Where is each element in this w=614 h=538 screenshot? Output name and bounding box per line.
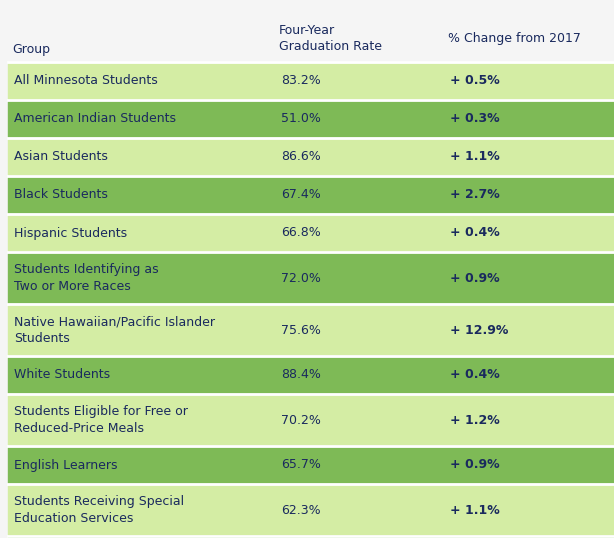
Text: 66.8%: 66.8%: [281, 226, 321, 239]
Text: American Indian Students: American Indian Students: [14, 112, 176, 125]
Text: + 12.9%: + 12.9%: [450, 323, 508, 336]
Text: Students Eligible for Free or
Reduced-Price Meals: Students Eligible for Free or Reduced-Pr…: [14, 406, 188, 435]
Bar: [8, 252, 614, 304]
Text: Students Receiving Special
Education Services: Students Receiving Special Education Ser…: [14, 495, 184, 525]
Bar: [8, 176, 614, 214]
Text: 88.4%: 88.4%: [281, 369, 321, 381]
Text: 72.0%: 72.0%: [281, 272, 321, 285]
Bar: [8, 394, 614, 446]
Text: + 0.3%: + 0.3%: [450, 112, 500, 125]
Text: White Students: White Students: [14, 369, 110, 381]
Text: Four-Year
Graduation Rate: Four-Year Graduation Rate: [279, 24, 382, 53]
Text: + 0.9%: + 0.9%: [450, 272, 500, 285]
Text: + 1.1%: + 1.1%: [450, 151, 500, 164]
Bar: [8, 62, 614, 100]
Text: + 1.2%: + 1.2%: [450, 414, 500, 427]
Text: 70.2%: 70.2%: [281, 414, 321, 427]
Text: 65.7%: 65.7%: [281, 458, 321, 471]
Text: + 1.1%: + 1.1%: [450, 504, 500, 516]
Text: 67.4%: 67.4%: [281, 188, 321, 202]
Bar: [8, 100, 614, 138]
Text: Black Students: Black Students: [14, 188, 108, 202]
Text: Group: Group: [12, 43, 50, 55]
Text: Asian Students: Asian Students: [14, 151, 108, 164]
Text: + 0.4%: + 0.4%: [450, 226, 500, 239]
Bar: [8, 484, 614, 536]
Text: English Learners: English Learners: [14, 458, 117, 471]
Text: + 2.7%: + 2.7%: [450, 188, 500, 202]
Text: 86.6%: 86.6%: [281, 151, 321, 164]
Text: + 0.4%: + 0.4%: [450, 369, 500, 381]
Bar: [8, 536, 614, 538]
Bar: [8, 138, 614, 176]
Text: 62.3%: 62.3%: [281, 504, 321, 516]
Text: Native Hawaiian/Pacific Islander
Students: Native Hawaiian/Pacific Islander Student…: [14, 315, 215, 344]
Bar: [8, 446, 614, 484]
Text: Hispanic Students: Hispanic Students: [14, 226, 127, 239]
Bar: [8, 214, 614, 252]
Text: Students Identifying as
Two or More Races: Students Identifying as Two or More Race…: [14, 264, 158, 293]
Text: 83.2%: 83.2%: [281, 74, 321, 88]
Text: + 0.9%: + 0.9%: [450, 458, 500, 471]
Text: All Minnesota Students: All Minnesota Students: [14, 74, 158, 88]
Text: + 0.5%: + 0.5%: [450, 74, 500, 88]
Bar: [8, 304, 614, 356]
Text: 75.6%: 75.6%: [281, 323, 321, 336]
Text: % Change from 2017: % Change from 2017: [448, 32, 581, 45]
Bar: [8, 356, 614, 394]
Text: 51.0%: 51.0%: [281, 112, 321, 125]
Bar: [8, 10, 614, 62]
